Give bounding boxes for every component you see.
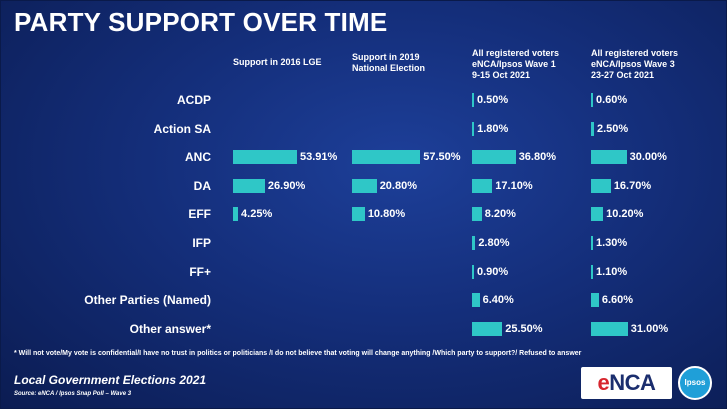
bar	[472, 293, 480, 308]
category-label: IFP	[192, 236, 211, 250]
bar	[591, 321, 628, 336]
value-label: 31.00%	[630, 322, 669, 335]
category-label: Other answer*	[129, 321, 211, 336]
value-label: 1.30%	[596, 237, 628, 249]
value-label: 26.90%	[267, 179, 306, 192]
enca-logo: eNCA	[581, 367, 672, 399]
footnote: * Will not vote/My vote is confidential/…	[14, 350, 582, 357]
value-label: 0.50%	[477, 94, 509, 106]
category-label: Action SA	[153, 121, 211, 136]
column-header-line: Support in 2016 LGE	[233, 57, 322, 67]
footer-title: Local Government Elections 2021	[14, 373, 207, 387]
value-label: 0.90%	[477, 265, 509, 278]
bar	[472, 93, 474, 107]
bar	[591, 293, 599, 308]
bar	[472, 150, 516, 165]
column-header: Support in 2016 LGE	[233, 57, 345, 68]
value-label: 1.80%	[477, 122, 509, 135]
value-label: 25.50%	[505, 322, 543, 335]
value-label: 57.50%	[423, 151, 461, 164]
bar	[472, 321, 503, 336]
column-header-line: Support in 2019	[352, 52, 420, 62]
value-label: 53.91%	[300, 151, 338, 164]
bar	[591, 150, 627, 165]
column-header-line: 23-27 Oct 2021	[591, 70, 655, 80]
value-label: 10.80%	[367, 208, 406, 221]
bar	[591, 121, 594, 136]
value-label: 2.50%	[596, 122, 629, 135]
bar	[352, 150, 421, 165]
value-label: 4.25%	[241, 208, 273, 221]
page-title: PARTY SUPPORT OVER TIME	[14, 7, 388, 37]
column-header-line: 9-15 Oct 2021	[472, 70, 531, 80]
value-label: 30.00%	[629, 151, 667, 164]
column-header-line: eNCA/Ipsos Wave 1	[472, 59, 556, 69]
value-label: 0.60%	[596, 94, 628, 106]
value-label: 1.10%	[596, 265, 628, 278]
value-label: 20.80%	[379, 179, 417, 192]
column-header-line: All registered voters	[472, 48, 560, 58]
category-label: ANC	[185, 150, 211, 165]
column-header: Support in 2019 National Election	[352, 52, 464, 74]
bar	[233, 150, 297, 165]
bar	[472, 264, 474, 279]
column-header-line: All registered voters	[591, 48, 679, 58]
bar	[591, 178, 611, 193]
ipsos-logo: Ipsos	[678, 366, 712, 400]
value-label: 10.20%	[606, 208, 644, 221]
column-header: All registered voters eNCA/Ipsos Wave 1 9-…	[472, 48, 584, 81]
bar	[591, 93, 593, 107]
column-header-line: National Election	[352, 63, 426, 73]
bar	[233, 178, 265, 193]
category-label: FF+	[189, 264, 211, 279]
bar	[472, 236, 476, 250]
value-label: 8.20%	[484, 208, 516, 221]
bar	[472, 207, 482, 222]
value-label: 6.60%	[601, 294, 634, 307]
bar	[233, 207, 239, 222]
value-label: 36.80%	[518, 151, 556, 164]
bar	[591, 236, 593, 250]
value-label: 6.40%	[482, 294, 514, 307]
bar	[472, 178, 493, 193]
bar	[352, 207, 365, 222]
source-note: Source: eNCA / Ipsos Snap Poll – Wave 3	[14, 391, 132, 397]
value-label: 17.10%	[495, 179, 533, 192]
bar	[591, 207, 604, 222]
category-label: EFF	[188, 207, 211, 222]
column-header-line: eNCA/Ipsos Wave 3	[591, 59, 675, 69]
bar	[472, 121, 475, 136]
category-label: DA	[193, 178, 211, 193]
column-header: All registered voters eNCA/Ipsos Wave 3 23…	[591, 48, 703, 81]
value-label: 2.80%	[478, 237, 510, 249]
bar	[352, 178, 377, 193]
bar	[591, 264, 593, 279]
value-label: 16.70%	[613, 179, 652, 192]
category-label: Other Parties (Named)	[84, 293, 211, 308]
category-label: ACDP	[176, 93, 211, 107]
